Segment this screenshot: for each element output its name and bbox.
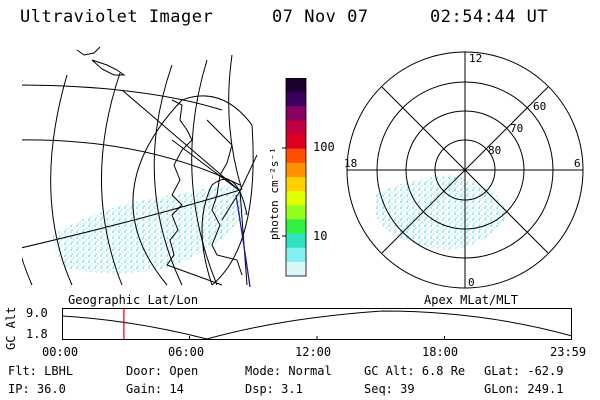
mlt-label-top: 12 [469,52,482,65]
coastline [76,46,243,286]
info-dsp-value: 3.1 [281,382,303,396]
timeline-tickmarks [62,336,572,340]
timeline-xtick-3: 18:00 [422,345,459,359]
info-flt-label: Flt: [8,364,37,378]
lat-label-70: 70 [510,122,523,135]
altitude-curve [62,310,572,340]
info-seq-label: Seq: [364,382,393,396]
timeline-xtick-0: 00:00 [42,345,79,359]
info-seq-value: 39 [400,382,415,396]
colorbar-band [286,219,306,235]
info-gain: Gain: 14 [126,382,184,396]
satellite-track [235,194,251,287]
lat-label-80: 80 [488,144,501,157]
lat-label-60: 60 [533,100,546,113]
polar-grid [346,51,584,289]
polar-aurora [375,175,508,250]
date-label: 07 Nov 07 [272,7,369,27]
info-gcalt-label: GC Alt: [364,364,415,378]
altitude-timeline [62,308,572,340]
info-mode-label: Mode: [245,364,282,378]
timeline-frame [62,308,572,340]
colorbar-band [286,233,306,249]
geographic-label: Geographic Lat/Lon [68,293,199,307]
colorbar-gradient [286,78,306,277]
colorbar-band [286,247,306,263]
mlt-label-bottom: 0 [468,276,475,289]
timeline-ytick-low: 1.8 [26,327,48,341]
info-gain-value: 14 [169,382,184,396]
info-flt-value: LBHL [44,364,74,378]
color-scale: 100 10 photon cm⁻²s⁻¹ [268,78,307,277]
info-glon-label: GLon: [484,382,521,396]
info-ip-value: 36.0 [36,382,66,396]
colorbar-band [286,148,306,164]
geographic-map [22,46,258,287]
colorbar-band [286,261,306,277]
info-gain-label: Gain: [126,382,163,396]
colorbar-tick-100-text: 100 [313,140,335,154]
info-door-value: Open [169,364,199,378]
colorbar-tick-10-text: 10 [313,229,328,243]
info-glon: GLon: 249.1 [484,382,563,396]
info-mode: Mode: Normal [245,364,332,378]
timeline-xtick-1: 06:00 [168,345,205,359]
mlt-label-left: 18 [344,157,357,170]
colorbar-band [286,78,306,93]
info-ip: IP: 36.0 [8,382,66,396]
info-glat-value: -62.9 [527,364,564,378]
colorbar-band [286,205,306,220]
info-glat-label: GLat: [484,364,521,378]
colorbar-unit-label: photon cm⁻²s⁻¹ [268,147,281,240]
mlt-label-right: 6 [574,157,581,170]
info-gcalt: GC Alt: 6.8 Re [364,364,465,378]
aurora-region [52,185,247,274]
info-dsp-label: Dsp: [245,382,274,396]
timeline-xtick-4: 23:59 [550,345,587,359]
instrument-title: Ultraviolet Imager [20,7,214,27]
info-door-label: Door: [126,364,163,378]
info-glon-value: 249.1 [527,382,564,396]
info-gcalt-value: 6.8 Re [421,364,466,378]
info-mode-value: Normal [288,364,332,378]
info-door: Door: Open [126,364,198,378]
info-dsp: Dsp: 3.1 [245,382,303,396]
time-label: 02:54:44 UT [430,7,549,27]
info-ip-label: IP: [8,382,30,396]
polar-plot: 12 6 0 18 60 70 80 [344,51,584,289]
timeline-xtick-2: 12:00 [295,345,332,359]
timeline-ylabel: GC Alt [4,306,18,350]
info-seq: Seq: 39 [364,382,415,396]
timeline-ytick-high: 9.0 [26,306,48,320]
colorbar-band [286,92,306,107]
apex-label: Apex MLat/MLT [424,293,518,307]
colorbar-band [286,191,306,206]
colorbar-band [286,106,306,121]
colorbar-band [286,177,306,192]
colorbar-band [286,162,306,178]
colorbar-band [286,120,306,136]
info-glat: GLat: -62.9 [484,364,563,378]
info-flt: Flt: LBHL [8,364,73,378]
colorbar-band [286,134,306,150]
